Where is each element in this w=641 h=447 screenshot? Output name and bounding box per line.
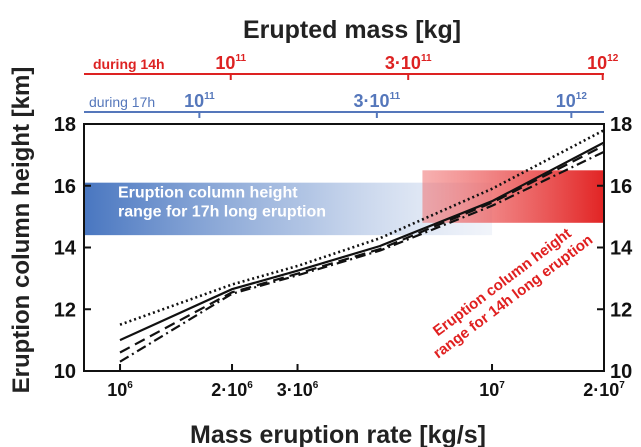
top-axis-tick-label: 1011 — [215, 53, 246, 73]
top-axis-label-1: during 14h — [93, 56, 165, 72]
series-line-solid — [119, 141, 605, 342]
y-tick-label-left: 10 — [54, 361, 76, 383]
y-tick-label-right: 16 — [610, 176, 632, 198]
tick-layer: 10 10 12 12 14 14 16 16 18 18 106 2·106 3·106 107 2·10… — [54, 114, 633, 400]
series-line-dashdot — [119, 150, 605, 363]
x-tick-label: 2·107 — [583, 380, 625, 400]
top-axis-label-2: during 17h — [89, 94, 155, 110]
plot-frame — [83, 123, 605, 372]
series-line-dotted — [119, 129, 605, 326]
chart-title: Erupted mass [kg] — [243, 16, 461, 44]
x-tick-label: 3·106 — [277, 380, 319, 400]
y-tick-label-right: 10 — [610, 361, 632, 383]
series-layer: Eruption column height range for 17h long… — [118, 129, 605, 363]
band-label-14h: Eruption column heightrange for 14h long… — [419, 217, 596, 362]
y-axis-title: Eruption column height [km] — [8, 67, 35, 394]
top-axes-layer: during 14h 1011 3·1011 1012 during 17h 1011 3·… — [84, 53, 619, 118]
y-tick-label-left: 16 — [54, 176, 76, 198]
top-axis-tick-label: 3·1011 — [385, 53, 432, 73]
x-axis-title: Mass eruption rate [kg/s] — [190, 421, 486, 447]
y-tick-label-right: 14 — [610, 238, 633, 260]
x-tick-label: 106 — [107, 380, 133, 400]
top-axis-tick-label: 1011 — [184, 91, 215, 111]
y-tick-label-left: 12 — [54, 299, 76, 321]
x-tick-label: 2·106 — [211, 380, 253, 400]
y-tick-label-right: 12 — [610, 299, 632, 321]
series-line-dashed — [119, 144, 605, 354]
top-axis-tick-label: 1012 — [556, 91, 588, 111]
y-tick-label-right: 18 — [610, 114, 632, 136]
top-axis-tick-label: 3·1011 — [354, 91, 401, 111]
top-axis-tick-label: 1012 — [587, 53, 619, 73]
y-tick-label-left: 14 — [54, 238, 77, 260]
y-tick-label-left: 18 — [54, 114, 76, 136]
x-tick-label: 107 — [479, 380, 505, 400]
band-label-17h: Eruption column height range for 17h long… — [118, 184, 326, 220]
